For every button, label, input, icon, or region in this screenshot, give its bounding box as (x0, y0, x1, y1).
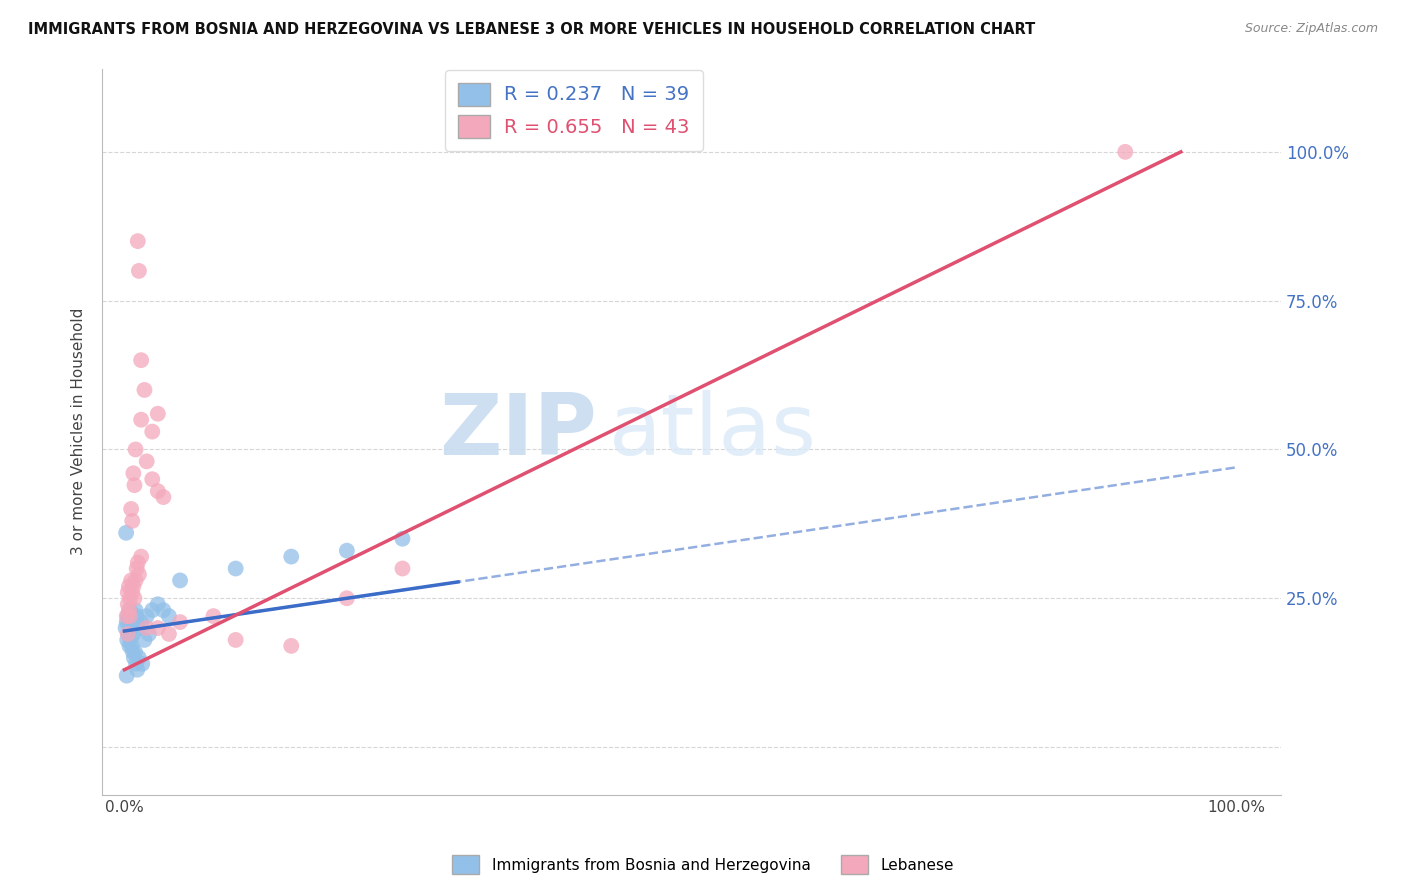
Point (122, 467, 145, 481)
Point (118, 609, 141, 624)
Point (124, 645, 146, 659)
Point (124, 603, 146, 617)
Point (118, 591, 141, 606)
Point (122, 650, 145, 665)
Point (169, 615, 191, 629)
Point (146, 407, 169, 421)
Point (121, 514, 143, 528)
Text: atlas: atlas (609, 390, 817, 473)
Point (391, 532, 413, 546)
Point (117, 585, 139, 599)
Point (202, 609, 225, 624)
Point (118, 615, 141, 629)
Point (225, 632, 247, 647)
Point (121, 645, 143, 659)
Point (152, 490, 174, 504)
Point (128, 264, 150, 278)
Point (128, 650, 150, 665)
Point (138, 627, 160, 641)
Point (157, 609, 180, 624)
Y-axis label: 3 or more Vehicles in Household: 3 or more Vehicles in Household (72, 308, 86, 556)
Legend: R = 0.237   N = 39, R = 0.655   N = 43: R = 0.237 N = 39, R = 0.655 N = 43 (444, 70, 703, 151)
Point (280, 549, 302, 564)
Point (225, 561, 247, 575)
Point (117, 627, 139, 641)
Point (115, 609, 138, 624)
Point (118, 639, 141, 653)
Point (169, 574, 191, 588)
Point (280, 639, 302, 653)
Point (157, 627, 180, 641)
Point (117, 597, 139, 611)
Point (129, 413, 152, 427)
Point (117, 627, 139, 641)
Point (115, 525, 138, 540)
Point (124, 442, 146, 457)
Point (146, 597, 169, 611)
Point (135, 609, 157, 624)
Point (129, 353, 152, 368)
Point (135, 454, 157, 468)
Point (118, 579, 141, 593)
Point (120, 502, 142, 516)
Text: ZIP: ZIP (440, 390, 598, 473)
Point (115, 615, 138, 629)
Point (131, 657, 153, 671)
Point (127, 663, 149, 677)
Point (122, 579, 145, 593)
Point (124, 615, 146, 629)
Point (124, 574, 146, 588)
Point (135, 621, 157, 635)
Point (128, 567, 150, 582)
Point (121, 609, 143, 624)
Point (336, 591, 359, 606)
Point (120, 574, 142, 588)
Point (125, 657, 148, 671)
Point (146, 621, 169, 635)
Point (124, 478, 146, 492)
Text: Source: ZipAtlas.com: Source: ZipAtlas.com (1244, 22, 1378, 36)
Point (115, 632, 138, 647)
Point (129, 549, 152, 564)
Point (120, 632, 142, 647)
Point (336, 543, 359, 558)
Legend: Immigrants from Bosnia and Herzegovina, Lebanese: Immigrants from Bosnia and Herzegovina, … (446, 849, 960, 880)
Point (114, 621, 136, 635)
Point (125, 609, 148, 624)
Point (125, 561, 148, 575)
Point (134, 383, 156, 397)
Point (134, 632, 156, 647)
Point (152, 603, 174, 617)
Point (118, 603, 141, 617)
Point (124, 591, 146, 606)
Point (391, 561, 413, 575)
Point (127, 621, 149, 635)
Point (121, 585, 143, 599)
Point (115, 668, 138, 682)
Point (1114, 145, 1136, 159)
Text: IMMIGRANTS FROM BOSNIA AND HERZEGOVINA VS LEBANESE 3 OR MORE VEHICLES IN HOUSEHO: IMMIGRANTS FROM BOSNIA AND HERZEGOVINA V… (28, 22, 1035, 37)
Point (127, 234, 149, 248)
Point (146, 484, 169, 499)
Point (121, 639, 143, 653)
Point (141, 472, 163, 486)
Point (129, 615, 152, 629)
Point (118, 603, 141, 617)
Point (122, 627, 145, 641)
Point (127, 556, 149, 570)
Point (141, 425, 163, 439)
Point (117, 609, 139, 624)
Point (141, 603, 163, 617)
Point (120, 621, 142, 635)
